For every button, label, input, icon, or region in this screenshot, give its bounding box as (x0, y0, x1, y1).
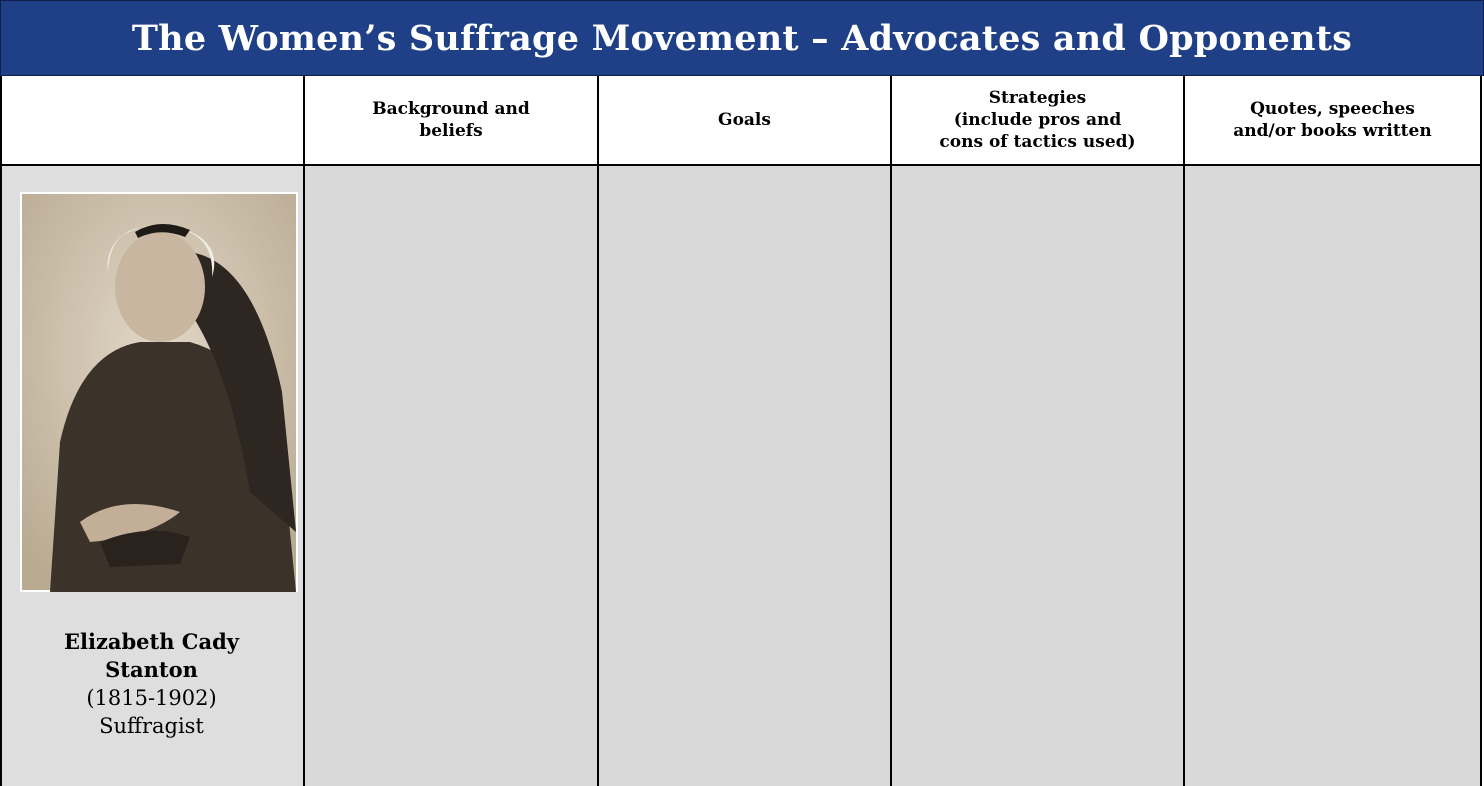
column-header: Goals (597, 76, 890, 166)
column-header-line: (include pros and (953, 110, 1122, 130)
column-header-line: cons of tactics used) (939, 132, 1136, 152)
title-bar: The Women’s Suffrage Movement – Advocate… (0, 0, 1484, 76)
person-name-line: Elizabeth Cady (63, 629, 240, 654)
answer-cell (597, 166, 890, 786)
column-header-line: Background and (372, 99, 530, 119)
column-header-line: Strategies (988, 88, 1087, 108)
column-header-line: Quotes, speeches (1250, 99, 1415, 119)
column-header: Strategies (include pros and cons of tacti… (890, 76, 1183, 166)
column-header-line: and/or books written (1233, 121, 1432, 141)
answer-cell (890, 166, 1183, 786)
answer-cell (1183, 166, 1482, 786)
person-caption: Elizabeth Cady Stanton (1815-1902) Suffr… (0, 628, 303, 740)
column-header: Background and beliefs (303, 76, 597, 166)
answer-cell (303, 166, 597, 786)
column-header-line: Goals (718, 110, 771, 130)
column-header: Quotes, speeches and/or books written (1183, 76, 1482, 166)
corner-cell (0, 76, 303, 166)
person-role: Suffragist (99, 714, 204, 738)
column-header-line: beliefs (419, 121, 483, 141)
title: The Women’s Suffrage Movement – Advocate… (131, 17, 1353, 59)
person-dates: (1815-1902) (86, 686, 217, 710)
portrait-photo (20, 192, 298, 592)
person-name-line: Stanton (105, 657, 198, 682)
